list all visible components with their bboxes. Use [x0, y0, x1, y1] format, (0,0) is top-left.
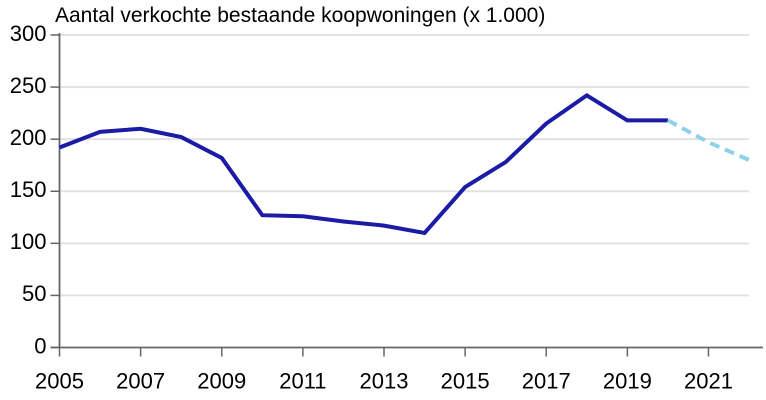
- x-tick-label: 2021: [684, 369, 733, 394]
- y-tick-label: 250: [10, 73, 47, 98]
- y-tick-label: 150: [10, 177, 47, 202]
- x-tick-label: 2005: [35, 369, 84, 394]
- series-realisatie-line: [58, 93, 668, 236]
- x-tick-label: 2013: [360, 369, 409, 394]
- x-tick-label: 2017: [522, 369, 571, 394]
- x-tick-label: 2011: [279, 369, 326, 394]
- x-tick-label: 2009: [197, 369, 246, 394]
- y-tick-label: 100: [10, 229, 47, 254]
- x-tick-label: 2015: [441, 369, 490, 394]
- y-tick-label: 50: [22, 281, 46, 306]
- series-prognose-line: [666, 118, 750, 162]
- y-tick-label: 300: [10, 21, 47, 46]
- chart-title: Aantal verkochte bestaande koopwoningen …: [55, 4, 546, 27]
- y-tick-label: 200: [10, 125, 47, 150]
- x-tick-label: 2007: [116, 369, 165, 394]
- y-tick-label: 0: [34, 333, 46, 358]
- x-tick-label: 2019: [603, 369, 652, 394]
